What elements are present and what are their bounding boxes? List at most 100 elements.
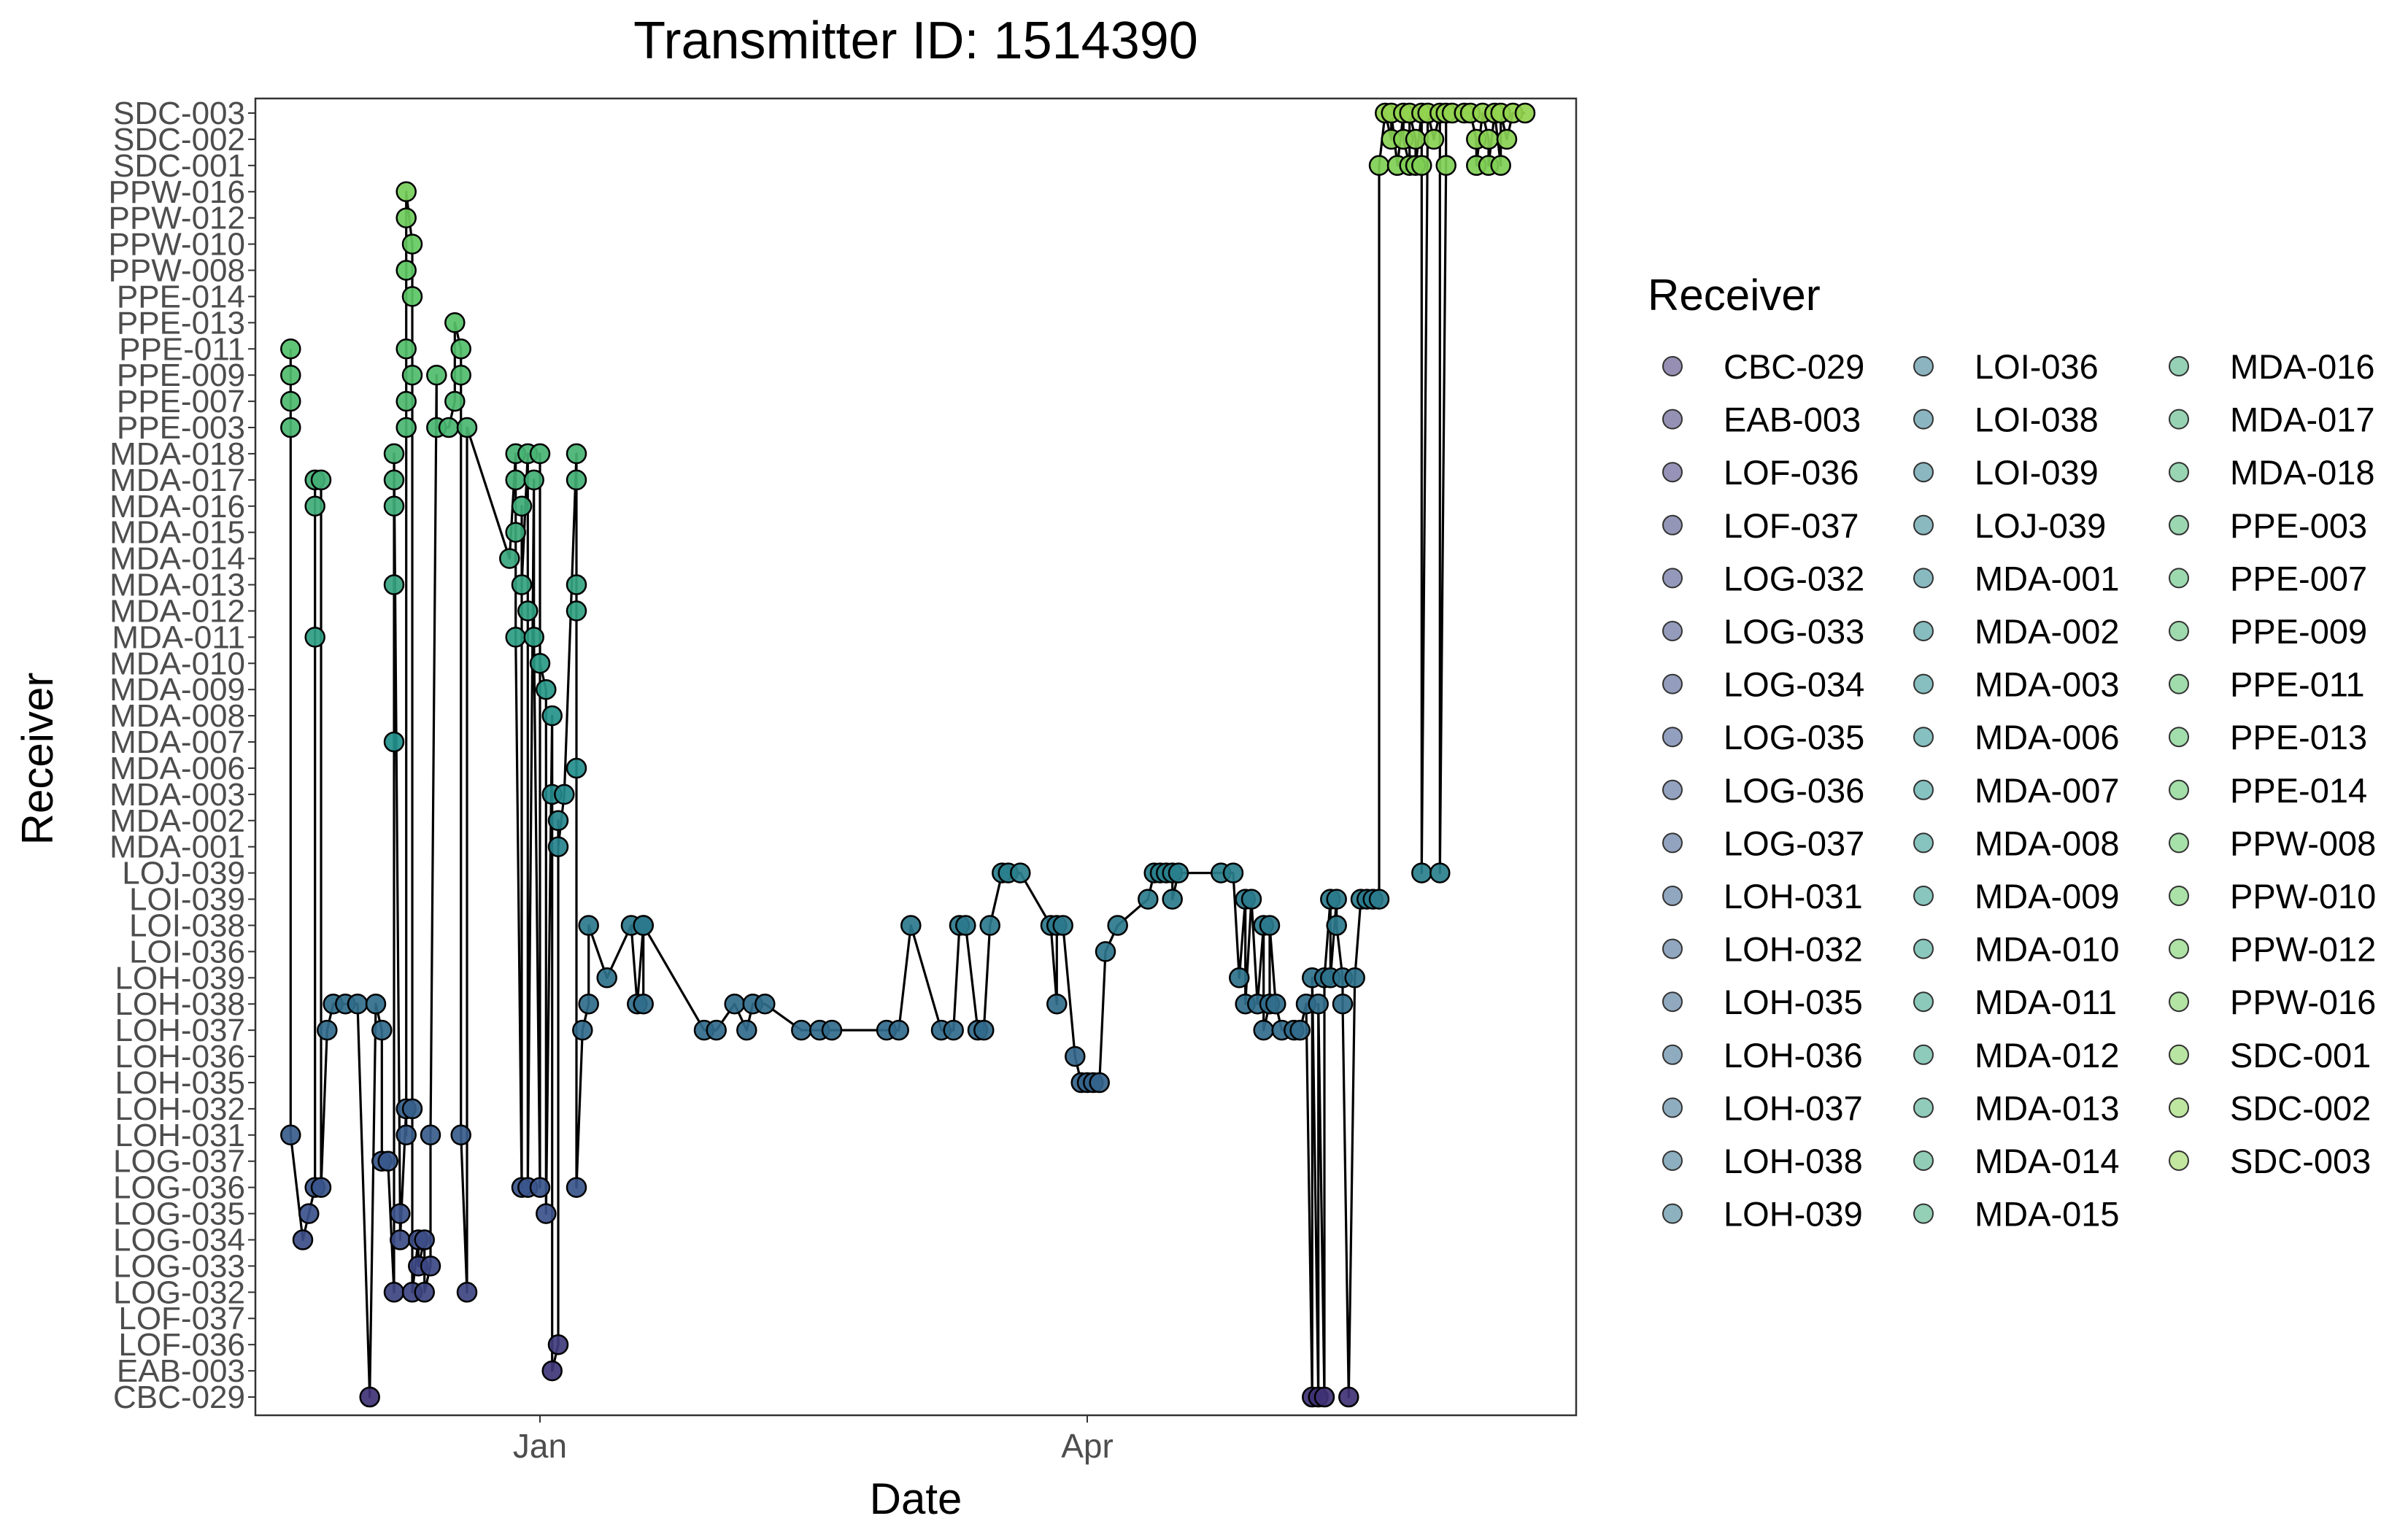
detection-point [523,627,544,648]
legend-key [1913,514,1934,535]
detection-point [566,469,587,491]
y-tick-label: MDA-018 [109,436,245,472]
detection-point [1344,967,1365,989]
detection-point [888,1019,909,1041]
detection-point [395,390,417,412]
y-tick-label: LOI-038 [129,908,245,943]
detection-point [1065,1045,1086,1067]
y-tick-label: MDA-016 [109,489,245,525]
legend-key [1662,1150,1683,1171]
legend-label: SDC-001 [2230,1036,2371,1075]
legend-label: MDA-010 [1975,930,2120,969]
legend-key [1662,621,1683,641]
legend-label: LOH-039 [1724,1195,1863,1234]
detection-point [298,1203,320,1224]
legend-key [1662,568,1683,589]
legend-label: MDA-007 [1975,771,2120,810]
detection-point [395,207,417,228]
detection-point [1089,1072,1110,1094]
detection-point [1332,993,1354,1015]
detection-point [438,417,460,438]
legend-key [1913,938,1934,959]
detection-point [395,181,417,203]
detection-point [633,915,654,936]
y-axis: CBC-029EAB-003LOF-036LOF-037LOG-032LOG-0… [109,96,255,1415]
detection-point [420,1124,441,1146]
y-tick-label: SDC-001 [113,148,245,184]
detection-point [955,915,976,936]
legend-label: MDA-012 [1975,1036,2120,1075]
detection-point [1253,1019,1274,1041]
legend-label: LOI-036 [1975,347,2099,386]
y-tick-label: LOH-038 [115,986,245,1022]
x-axis-title: Date [870,1474,962,1523]
detection-point [511,495,533,517]
detection-point [1162,889,1183,910]
y-tick-label: MDA-007 [109,724,245,760]
detection-point [1107,915,1128,936]
detection-point [505,627,526,648]
y-tick-label: PPW-016 [109,174,246,210]
detection-point [566,757,587,779]
legend-key [2169,886,2189,906]
legend-label: PPE-013 [2230,718,2367,757]
detection-point [395,417,417,438]
detection-point [1138,889,1159,910]
detection-point [1095,941,1116,962]
detection-point [401,1098,423,1120]
legend-key [2169,462,2189,483]
legend-label: LOH-037 [1724,1088,1863,1127]
detection-point [1368,889,1390,910]
detection-point [529,653,551,674]
legend-label: MDA-015 [1975,1195,2120,1234]
legend-key [1662,462,1683,483]
detection-point [979,915,1000,936]
detection-point [347,993,368,1015]
detection-point [529,443,551,465]
legend-label: LOH-035 [1724,983,1863,1021]
legend-key [1662,356,1683,376]
detection-point [280,390,301,412]
detection-point [456,417,478,438]
y-tick-label: LOG-032 [113,1274,245,1310]
detection-point [401,286,423,307]
legend-label: PPW-010 [2230,877,2376,916]
detection-point [280,338,301,360]
legend-key [2169,938,2189,959]
detection-point [821,1019,843,1041]
detection-point [1326,915,1347,936]
detection-point [1308,993,1329,1015]
detection-point [973,1019,995,1041]
detection-point [390,1229,411,1250]
detection-point [736,1019,757,1041]
legend-key [2169,1044,2189,1065]
legend-label: PPE-007 [2230,559,2367,597]
detection-point [791,1019,812,1041]
y-tick-label: PPE-011 [119,331,245,367]
detection-point [943,1019,964,1041]
detection-point [900,915,922,936]
legend-key [1662,1097,1683,1118]
legend-key [2169,621,2189,641]
legend-label: MDA-013 [1975,1088,2120,1127]
y-tick-label: EAB-003 [117,1353,245,1389]
detection-point [395,338,417,360]
legend-key [1913,1097,1934,1118]
legend-label: PPE-009 [2230,612,2367,651]
legend-label: PPE-003 [2230,506,2367,545]
legend-key [2169,1150,2189,1171]
legend-key [1913,1203,1934,1224]
y-tick-label: MDA-001 [109,829,245,865]
legend-label: LOG-035 [1724,718,1864,757]
x-tick-label: Jan [513,1427,567,1465]
detection-point [1490,155,1511,177]
detection-point [547,810,569,832]
detection-point [401,233,423,255]
detection-point [724,993,745,1015]
legend-key [1662,1203,1683,1224]
y-tick-label: LOG-035 [113,1196,245,1232]
detection-point [292,1229,314,1250]
legend-key [2169,1097,2189,1118]
detection-point [566,1177,587,1198]
detection-point [596,967,617,989]
